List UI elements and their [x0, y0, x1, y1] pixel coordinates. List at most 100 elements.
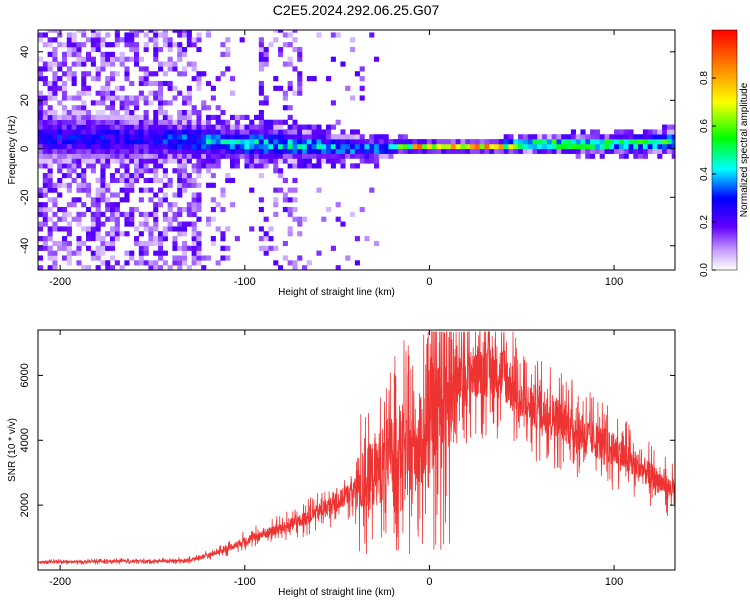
heatmap-cell: [249, 134, 255, 140]
heatmap-cell: [42, 177, 48, 184]
heatmap-cell: [191, 206, 197, 213]
heatmap-cell: [316, 129, 322, 135]
heatmap-cell: [38, 129, 44, 135]
heatmap-cell: [287, 80, 293, 87]
heatmap-cell: [90, 197, 96, 203]
heatmap-cell: [599, 143, 605, 150]
heatmap-cell: [76, 221, 82, 227]
heatmap-cell: [81, 134, 87, 140]
heatmap-cell: [119, 56, 125, 62]
heatmap-cell: [172, 134, 178, 140]
heatmap-cell: [47, 236, 53, 242]
x-tick-label: 0: [426, 276, 432, 288]
heatmap-cell: [134, 226, 140, 232]
heatmap-cell: [95, 139, 101, 145]
heatmap-cell: [105, 95, 111, 101]
heatmap-cell: [398, 143, 404, 150]
heatmap-cell: [143, 245, 149, 251]
heatmap-cell: [90, 168, 96, 174]
heatmap-cell: [114, 153, 120, 159]
heatmap-cell: [374, 158, 380, 164]
heatmap-cell: [542, 148, 548, 154]
heatmap-cell: [546, 139, 552, 145]
heatmap-cell: [95, 148, 101, 154]
heatmap-cell: [273, 76, 279, 82]
heatmap-cell: [671, 148, 675, 154]
heatmap-cell: [90, 255, 96, 261]
heatmap-cell: [90, 153, 96, 159]
heatmap-cell: [297, 56, 303, 62]
heatmap-cell: [148, 100, 154, 106]
heatmap-cell: [90, 216, 96, 222]
heatmap-cell: [119, 231, 125, 237]
heatmap-cell: [258, 90, 264, 96]
heatmap-cell: [273, 245, 279, 251]
heatmap-cell: [42, 32, 48, 38]
heatmap-cell: [105, 80, 111, 87]
heatmap-cell: [350, 143, 356, 150]
heatmap-cell: [201, 119, 207, 125]
heatmap-cell: [129, 148, 135, 154]
heatmap-cell: [239, 148, 245, 154]
colorbar-gradient: [711, 29, 738, 271]
heatmap-cell: [220, 129, 226, 135]
heatmap-cell: [52, 143, 58, 150]
heatmap-cell: [66, 221, 72, 227]
heatmap-cell: [81, 90, 87, 96]
heatmap-cell: [138, 221, 144, 227]
heatmap-cell: [62, 163, 68, 169]
heatmap-cell: [124, 32, 130, 38]
heatmap-cell: [585, 143, 591, 150]
heatmap-cell: [71, 42, 77, 48]
heatmap-cell: [186, 30, 192, 33]
heatmap-cell: [412, 148, 418, 154]
heatmap-cell: [623, 139, 629, 145]
heatmap-cell: [657, 139, 663, 145]
heatmap-cell: [249, 119, 255, 125]
heatmap-cell: [273, 30, 279, 33]
heatmap-cell: [350, 95, 356, 101]
heatmap-cell: [105, 245, 111, 251]
heatmap-cell: [66, 260, 72, 266]
heatmap-cell: [148, 37, 154, 43]
heatmap-cell: [345, 85, 351, 91]
heatmap-cell: [191, 42, 197, 48]
heatmap-cell: [129, 134, 135, 140]
heatmap-cell: [330, 153, 336, 159]
heatmap-cell: [508, 139, 514, 145]
heatmap-cell: [38, 95, 44, 101]
heatmap-cell: [114, 124, 120, 130]
heatmap-cell: [633, 139, 639, 145]
heatmap-cell: [374, 139, 380, 145]
heatmap-cell: [263, 231, 269, 237]
heatmap-cell: [182, 245, 188, 251]
heatmap-cell: [220, 236, 226, 242]
heatmap-cell: [374, 163, 380, 169]
heatmap-cell: [71, 202, 77, 208]
heatmap-cell: [378, 153, 384, 159]
heatmap-cell: [350, 211, 356, 217]
heatmap-cell: [42, 221, 48, 227]
heatmap-cell: [172, 124, 178, 130]
heatmap-cell: [134, 236, 140, 242]
heatmap-cell: [186, 211, 192, 217]
heatmap-cell: [518, 134, 524, 140]
heatmap-cell: [191, 231, 197, 237]
heatmap-cell: [95, 236, 101, 242]
heatmap-cell: [153, 134, 159, 140]
heatmap-cell: [326, 129, 332, 135]
heatmap-cell: [90, 129, 96, 135]
heatmap-cell: [114, 206, 120, 213]
heatmap-cell: [134, 158, 140, 164]
heatmap-cell: [412, 143, 418, 150]
heatmap-cell: [239, 37, 245, 43]
heatmap-cell: [186, 173, 192, 179]
heatmap-cell: [282, 206, 288, 213]
heatmap-cell: [311, 124, 317, 130]
heatmap-cell: [234, 153, 240, 159]
heatmap-cell: [81, 168, 87, 174]
heatmap-cell: [143, 211, 149, 217]
heatmap-cell: [90, 46, 96, 53]
heatmap-cell: [225, 245, 231, 251]
heatmap-cell: [182, 30, 188, 33]
